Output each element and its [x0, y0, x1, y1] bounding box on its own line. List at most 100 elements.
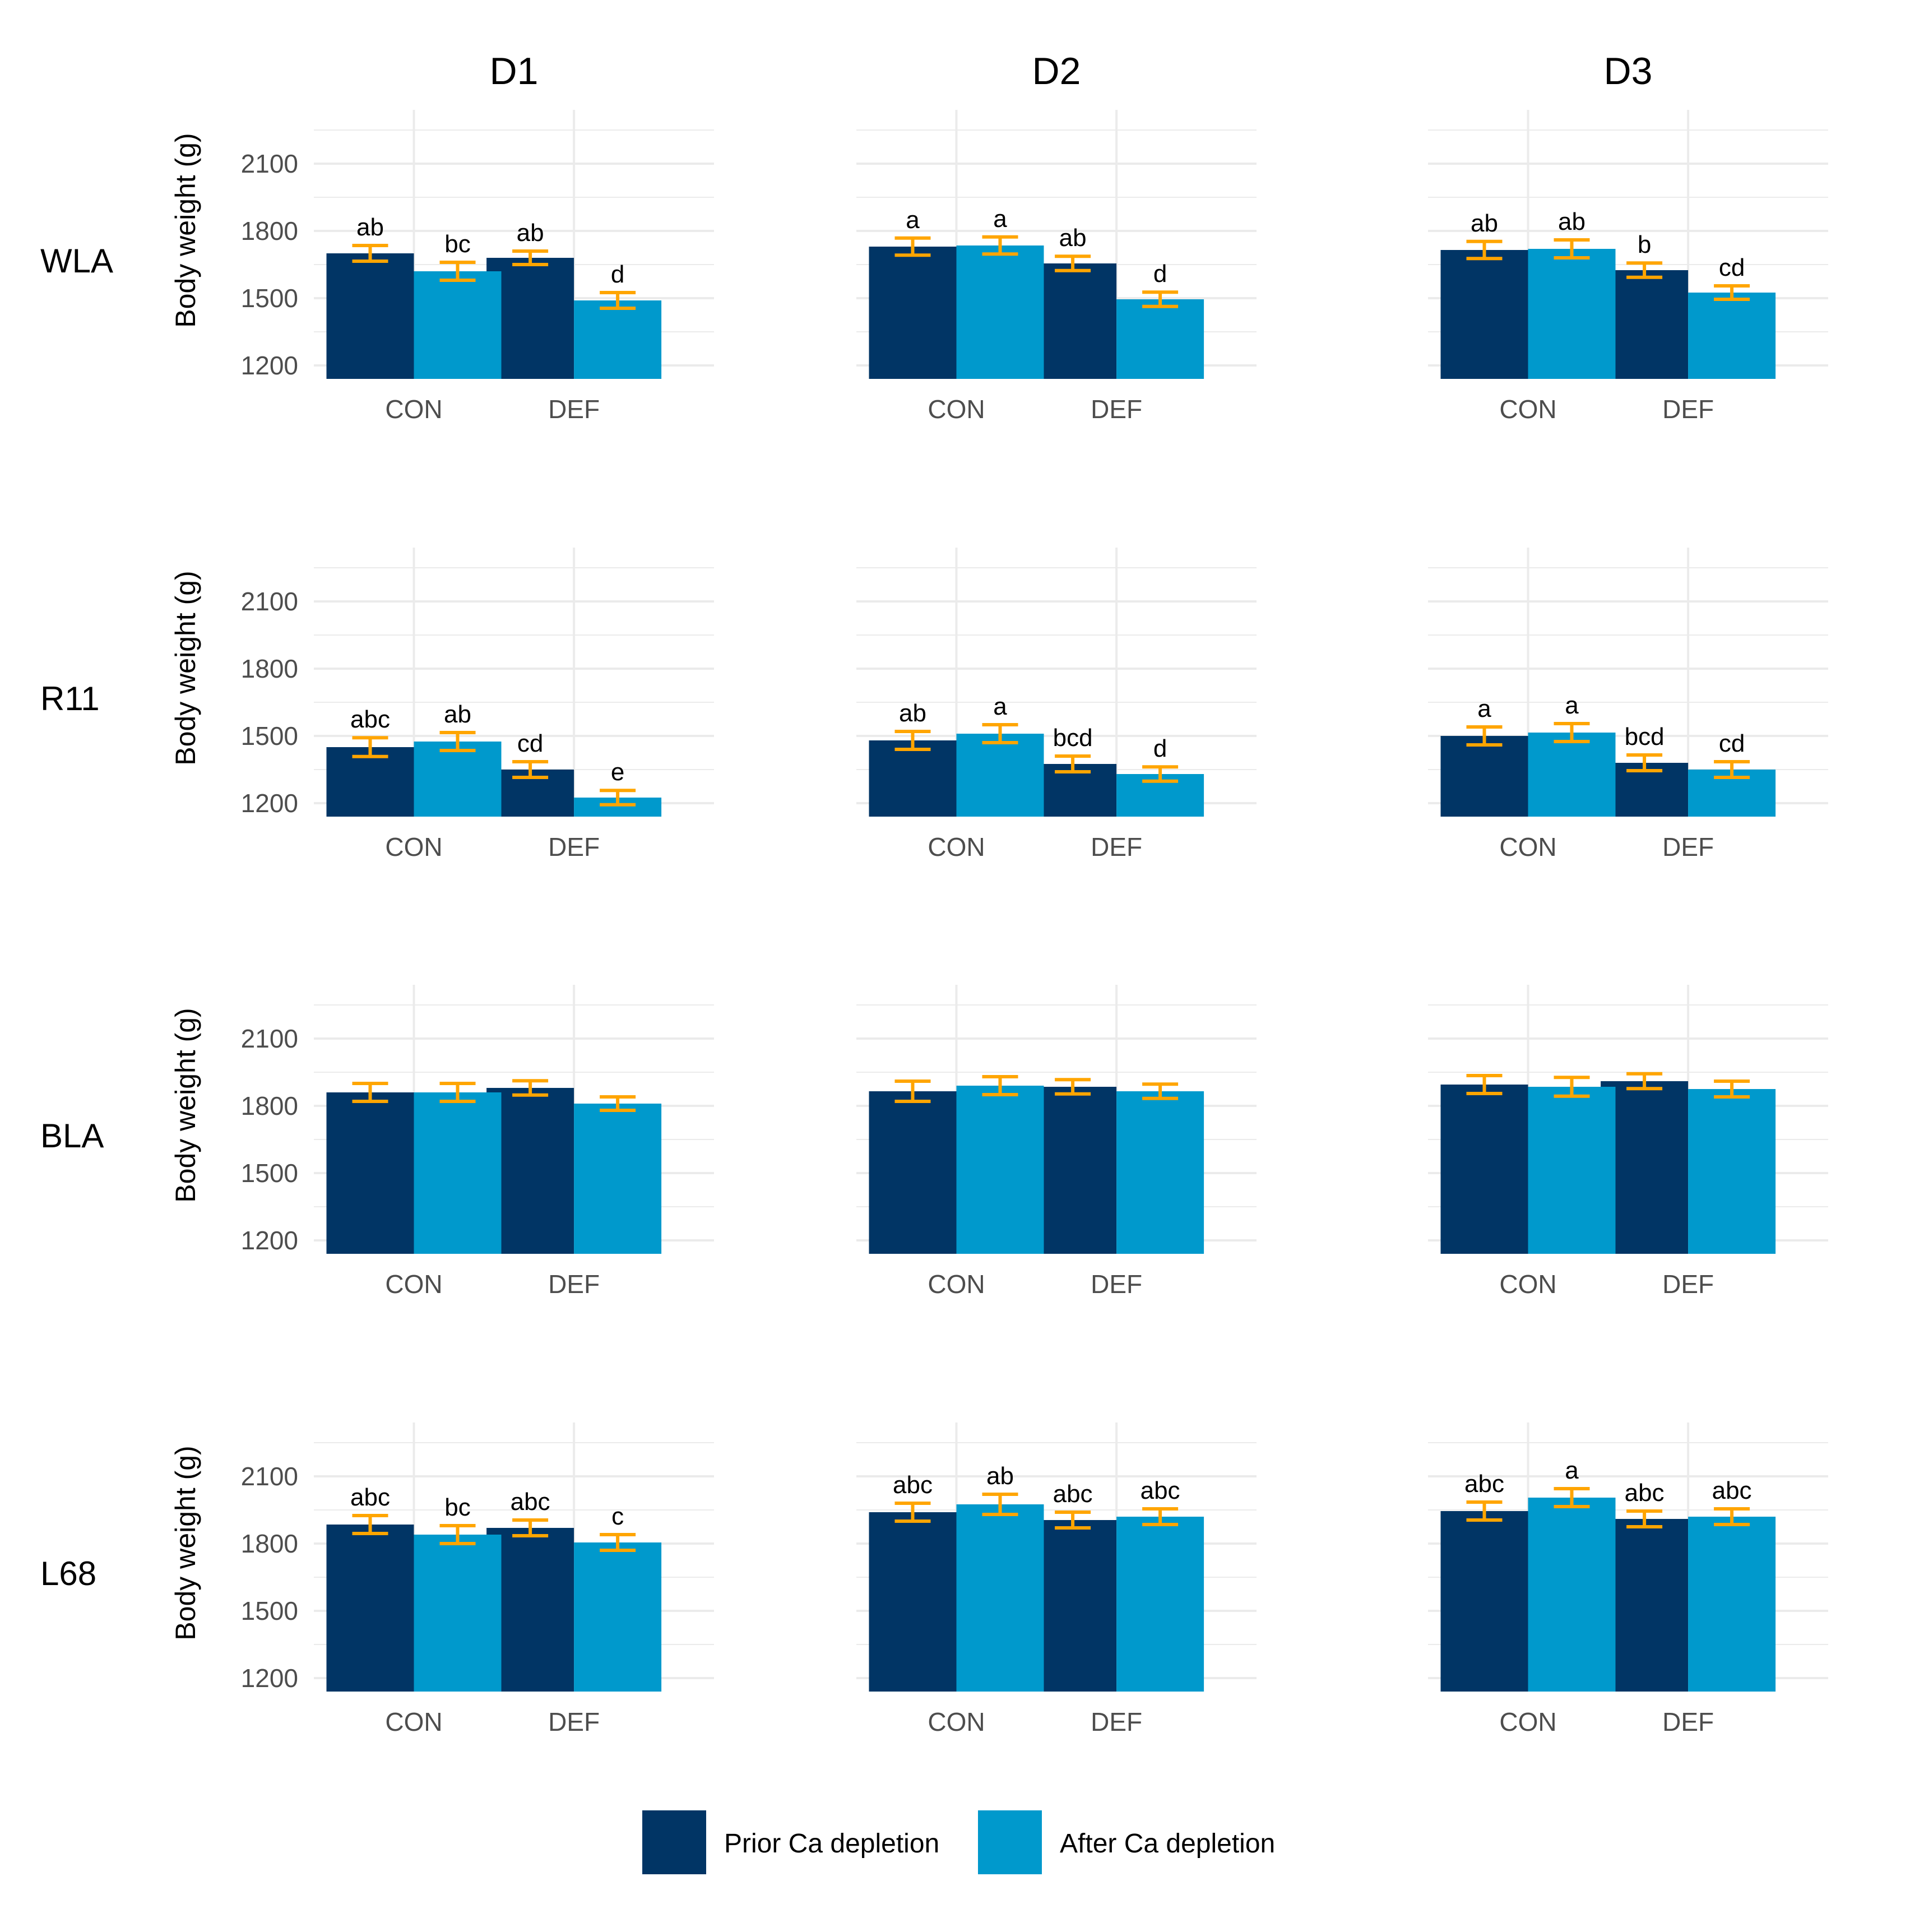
error-bar [1554, 1487, 1590, 1508]
significance-letter: abc [1141, 1477, 1180, 1504]
bar-con-after [414, 271, 502, 379]
y-tick-label: 1200 [241, 351, 298, 380]
error-bar [982, 1493, 1018, 1516]
panel-l68-d3: abc abc a abc CON DEF [1428, 1423, 1828, 1736]
bar-def-after [1688, 293, 1776, 379]
significance-letter: ab [356, 214, 384, 241]
x-tick-label: DEF [1662, 1707, 1714, 1736]
y-tick-label: 2100 [241, 149, 298, 178]
x-tick-label: CON [928, 1270, 985, 1299]
error-bar [439, 261, 476, 282]
error-bar [512, 249, 549, 266]
error-bar [1714, 1507, 1750, 1526]
significance-letter: a [1565, 1457, 1579, 1484]
significance-letter: d [611, 261, 624, 288]
significance-letter: a [1565, 692, 1579, 719]
error-bar [982, 235, 1018, 256]
significance-letter: abc [350, 1484, 390, 1511]
significance-letter: cd [1719, 254, 1745, 281]
bar-con-prior [326, 1525, 414, 1692]
error-bar [1466, 1500, 1503, 1522]
y-tick-label: 1500 [241, 284, 298, 313]
bar-def-after [1688, 1517, 1776, 1692]
bar-con-prior [869, 1091, 957, 1254]
y-axis-label: Body weight (g) [170, 571, 201, 765]
bar-con-after [1528, 733, 1616, 817]
y-tick-label: 1200 [241, 1226, 298, 1255]
y-tick-label: 1500 [241, 721, 298, 750]
bar-def-after [574, 1542, 662, 1692]
column-label-d1: D1 [490, 50, 539, 92]
bar-con-after [414, 1535, 502, 1692]
x-tick-label: DEF [1091, 832, 1142, 861]
bar-con-after [1528, 249, 1616, 379]
significance-letter: ab [517, 219, 544, 247]
error-bar [1055, 754, 1091, 773]
significance-letter: bc [444, 230, 470, 258]
error-bar [512, 760, 549, 779]
error-bar [1626, 1072, 1663, 1091]
y-tick-label: 2100 [241, 1024, 298, 1053]
x-tick-label: CON [1499, 1270, 1556, 1299]
error-bar [1554, 238, 1590, 260]
panel-l68-d1: 1200 1500 1800 2100 Body weight (g) abc abc bc c… [170, 1423, 714, 1736]
x-tick-label: DEF [1091, 1707, 1142, 1736]
x-tick-label: CON [385, 832, 442, 861]
significance-letter: bc [444, 1494, 470, 1521]
panel-r11-d2: ab bcd a d CON DEF [856, 548, 1257, 861]
x-tick-label: DEF [1662, 832, 1714, 861]
y-tick-label: 1500 [241, 1159, 298, 1188]
significance-letter: a [993, 693, 1007, 720]
significance-letter: ab [986, 1462, 1014, 1490]
significance-letter: ab [444, 701, 471, 728]
legend: Prior Ca depletion After Ca depletion [642, 1810, 1275, 1874]
significance-letter: abc [1712, 1477, 1752, 1504]
error-bar [982, 723, 1018, 744]
bar-con-after [956, 1086, 1044, 1254]
legend-label-after: After Ca depletion [1060, 1829, 1275, 1859]
significance-letter: ab [1059, 224, 1087, 252]
y-tick-label: 2100 [241, 587, 298, 616]
error-bar [600, 1095, 636, 1112]
error-bar [1142, 1507, 1179, 1526]
x-tick-label: DEF [1662, 395, 1714, 424]
error-bar [1466, 725, 1503, 747]
error-bar [1714, 1079, 1750, 1099]
panel-r11-d1: 1200 1500 1800 2100 Body weight (g) abc cd ab e C… [170, 548, 714, 861]
x-tick-label: CON [1499, 1707, 1556, 1736]
error-bar [1466, 239, 1503, 261]
bar-con-after [1528, 1498, 1616, 1692]
bar-con-prior [1440, 736, 1528, 817]
error-bar [1055, 254, 1091, 272]
bar-def-after [1116, 1517, 1204, 1692]
error-bar [1714, 760, 1750, 779]
bar-con-prior [1440, 1511, 1528, 1692]
y-tick-label: 1800 [241, 1529, 298, 1558]
x-tick-label: CON [928, 1707, 985, 1736]
bar-def-after [1688, 1089, 1776, 1254]
error-bar [439, 1524, 476, 1545]
significance-letter: bcd [1053, 724, 1093, 752]
significance-letter: abc [1053, 1480, 1093, 1508]
x-tick-label: DEF [548, 1707, 600, 1736]
panel-wla-d3: ab b ab cd CON DEF [1428, 110, 1828, 424]
error-bar [352, 736, 388, 758]
bar-con-prior [326, 253, 414, 379]
y-tick-label: 1200 [241, 789, 298, 818]
significance-letter: e [611, 758, 624, 786]
error-bar [352, 1082, 388, 1103]
error-bar [439, 1082, 476, 1103]
x-tick-label: DEF [1662, 1270, 1714, 1299]
significance-letter: abc [893, 1471, 933, 1499]
significance-letter: ab [1471, 210, 1498, 237]
error-bar [352, 244, 388, 263]
error-bar [1142, 1082, 1179, 1100]
row-label-l68: L68 [40, 1555, 96, 1592]
error-bar [1142, 290, 1179, 308]
significance-letter: b [1638, 231, 1651, 258]
x-tick-label: CON [1499, 832, 1556, 861]
significance-letter: abc [511, 1488, 550, 1516]
x-tick-label: CON [385, 1270, 442, 1299]
row-label-r11: R11 [40, 680, 100, 717]
